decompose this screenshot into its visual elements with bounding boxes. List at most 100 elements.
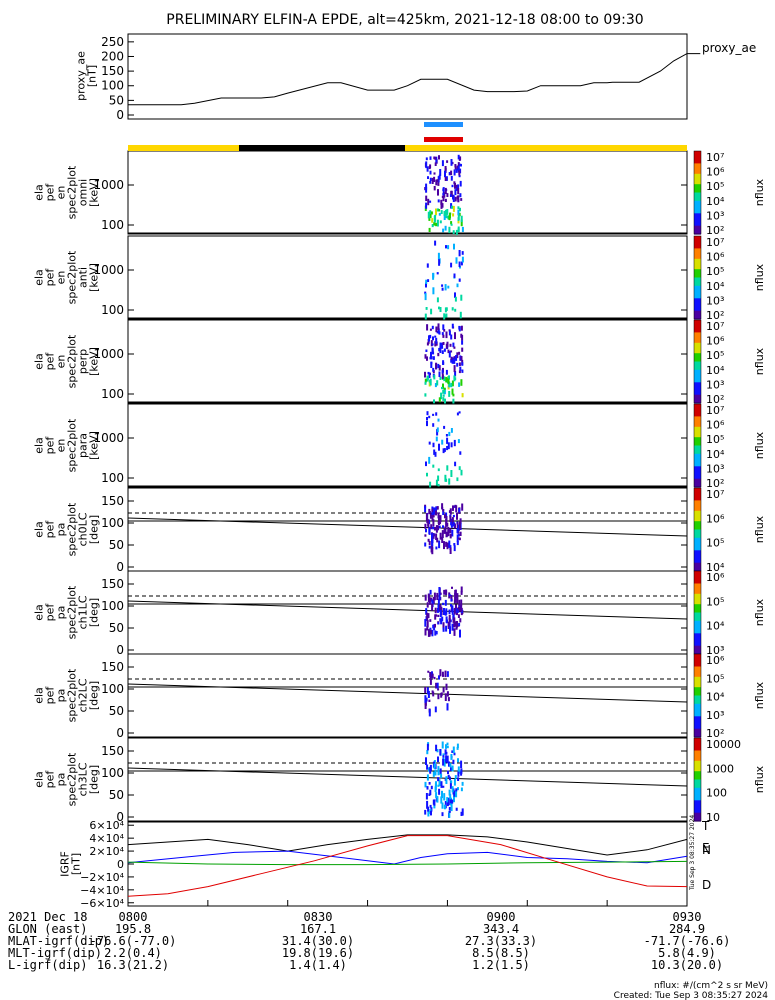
footer-row-label: GLON (east): [8, 922, 87, 936]
colorbar-tick-label: 10³: [706, 644, 724, 657]
footer-row-value: 31.4(30.0): [282, 934, 354, 948]
footer-time-0800: 0800: [119, 910, 148, 924]
flux-cell: [455, 229, 458, 235]
flux-cell: [426, 786, 429, 790]
flux-cell: [434, 526, 436, 531]
colorbar-cell: [694, 256, 701, 260]
flux-cell: [437, 252, 440, 260]
proxy-ae-ylabel-line-0: proxy_ae: [75, 51, 88, 101]
flux-cell: [448, 215, 451, 220]
colorbar-cell: [694, 581, 701, 585]
flux-cell: [447, 285, 450, 289]
flux-cell: [459, 266, 461, 269]
ylabel-pa_ch2LC-line-4: ch2LC: [77, 678, 90, 712]
flux-cell: [429, 356, 432, 360]
colorbar-cell: [694, 213, 701, 216]
flux-cell: [436, 537, 439, 543]
flux-cell: [443, 376, 446, 382]
footer-row-value: 1.4(1.4): [289, 958, 347, 972]
colorbar-cell: [694, 353, 701, 356]
flux-cell: [426, 263, 429, 268]
flux-cell: [453, 358, 456, 364]
flux-cell: [429, 804, 432, 808]
colorbar-cell: [694, 746, 701, 749]
flux-cell: [426, 324, 429, 331]
flux-cell: [437, 608, 439, 613]
colorbar-label: nflux: [753, 347, 766, 375]
flux-cell: [429, 513, 432, 519]
ylabel-pef_para-line-1: pef: [44, 436, 57, 455]
colorbar-cell: [694, 812, 701, 816]
colorbar-cell: [694, 552, 701, 555]
colorbar-cell: [694, 668, 701, 672]
colorbar-cell: [694, 240, 701, 243]
colorbar-cell: [694, 324, 701, 327]
flux-cell: [427, 519, 430, 526]
flux-cell: [452, 213, 455, 217]
flux-cell: [427, 690, 430, 698]
colorbar-cell: [694, 169, 701, 173]
flux-cell: [436, 427, 439, 433]
flux-cell: [441, 671, 444, 676]
flux-cell: [457, 162, 460, 167]
ytick-label-pef_perp: 1000: [93, 347, 124, 361]
colorbar-cell: [694, 192, 701, 196]
colorbar-cell: [694, 645, 701, 649]
ylabel-pa_ch2LC-line-5: [deg]: [88, 681, 101, 710]
flux-cell: [428, 528, 431, 535]
flux-cell: [437, 418, 440, 422]
colorbar-cell: [694, 612, 701, 616]
flux-cell: [434, 614, 437, 620]
flux-cell: [430, 356, 433, 360]
flux-cell: [441, 342, 444, 349]
flux-cell: [426, 687, 429, 695]
flux-cell: [445, 215, 448, 219]
colorbar-cell: [694, 209, 701, 212]
colorbar-cell: [694, 306, 701, 310]
time-axis-ticks: [127, 900, 688, 906]
proxy-ae-ylabel: proxy_ae[nT]: [75, 51, 99, 101]
flux-cell: [445, 744, 447, 749]
flux-cell: [438, 209, 441, 212]
igrf-lines: [127, 834, 688, 897]
colorbar-cell: [694, 775, 701, 779]
proxy-ae-line: [128, 53, 701, 106]
ylabel-pa_ch0LC-line-4: ch0LC: [77, 512, 90, 546]
flux-cell: [452, 759, 455, 765]
colorbar-cell: [694, 386, 701, 390]
colorbar-cell: [694, 627, 701, 630]
colorbar-frame: [693, 737, 702, 822]
flux-cell: [435, 222, 438, 227]
footer-row-label: MLT-igrf(dip): [8, 946, 102, 960]
flux-cell: [457, 771, 460, 777]
colorbar-cell: [694, 512, 701, 516]
colorbar-cell: [694, 302, 701, 306]
colorbar-cell: [694, 506, 701, 510]
colorbar-cell: [694, 410, 701, 413]
colorbar-cell: [694, 310, 701, 314]
flux-cell: [435, 337, 438, 341]
flux-cell: [438, 174, 441, 180]
ylabel-pa_ch0LC-line-3: spec2plot: [66, 502, 79, 556]
flux-cell: [426, 750, 429, 755]
colorbar-cell: [694, 231, 701, 235]
flux-cell: [442, 228, 445, 233]
flux-cell: [445, 209, 447, 216]
igrf-ylabel-line-1: [nT]: [70, 853, 83, 875]
colorbar-pa_ch2LC: 10⁶ 10⁵ 10⁴ 10³ 10² nflux: [693, 653, 766, 740]
flux-cell: [432, 464, 435, 468]
flux-cell: [425, 279, 428, 284]
flux-cell: [441, 284, 444, 287]
flux-cell: [433, 186, 436, 191]
flux-cell: [458, 508, 461, 513]
colorbar-cell: [694, 474, 701, 478]
ylabel-pa_ch1LC-line-5: [deg]: [88, 598, 101, 627]
flux-cell: [454, 371, 457, 377]
flux-cell: [434, 383, 437, 388]
flux-cell: [439, 515, 442, 523]
flux-cell: [438, 675, 440, 680]
flux-cell: [437, 694, 440, 700]
flux-cell: [440, 199, 443, 205]
flux-cell: [436, 179, 439, 183]
colorbar-tick-label: 10⁶: [706, 571, 725, 584]
